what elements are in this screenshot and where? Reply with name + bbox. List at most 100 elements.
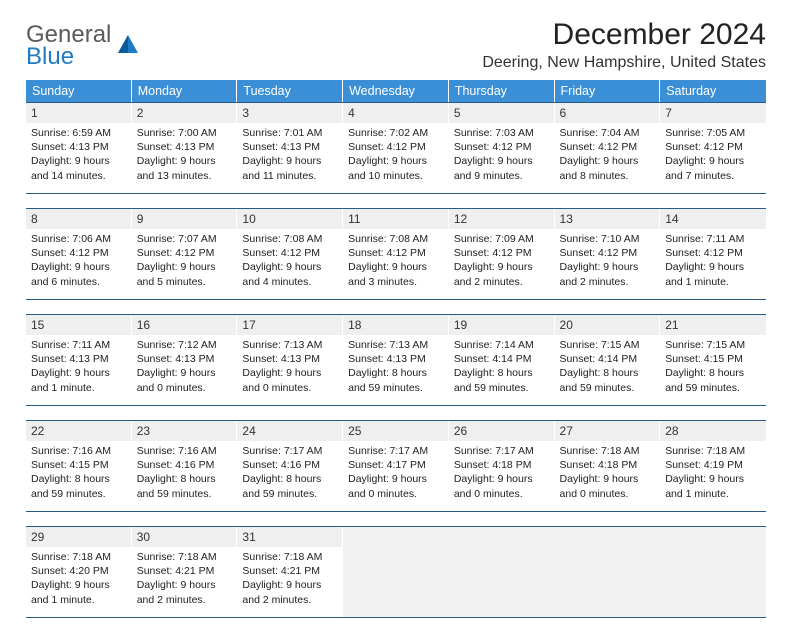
calendar-cell: 29Sunrise: 7:18 AMSunset: 4:20 PMDayligh…: [26, 526, 132, 618]
sunset-text: Sunset: 4:12 PM: [665, 246, 761, 260]
calendar-week: 22Sunrise: 7:16 AMSunset: 4:15 PMDayligh…: [26, 420, 766, 512]
daylight-text-2: and 14 minutes.: [31, 169, 127, 183]
calendar-cell: 26Sunrise: 7:17 AMSunset: 4:18 PMDayligh…: [449, 420, 555, 512]
day-number: 9: [132, 209, 238, 229]
day-number: 2: [132, 103, 238, 123]
sunrise-text: Sunrise: 7:05 AM: [665, 126, 761, 140]
daylight-text-2: and 11 minutes.: [242, 169, 338, 183]
daylight-text-1: Daylight: 9 hours: [137, 154, 233, 168]
daylight-text-2: and 4 minutes.: [242, 275, 338, 289]
sunrise-text: Sunrise: 7:07 AM: [137, 232, 233, 246]
day-number: 25: [343, 421, 449, 441]
daylight-text-1: Daylight: 8 hours: [31, 472, 127, 486]
day-info: Sunrise: 7:07 AMSunset: 4:12 PMDaylight:…: [132, 229, 238, 293]
day-number: 10: [237, 209, 343, 229]
sunset-text: Sunset: 4:16 PM: [137, 458, 233, 472]
day-info: Sunrise: 7:10 AMSunset: 4:12 PMDaylight:…: [555, 229, 661, 293]
sunrise-text: Sunrise: 7:03 AM: [454, 126, 550, 140]
sunrise-text: Sunrise: 7:18 AM: [31, 550, 127, 564]
calendar-cell: 5Sunrise: 7:03 AMSunset: 4:12 PMDaylight…: [449, 102, 555, 194]
calendar-cell: [343, 526, 449, 618]
day-info: Sunrise: 7:16 AMSunset: 4:16 PMDaylight:…: [132, 441, 238, 505]
daylight-text-2: and 9 minutes.: [454, 169, 550, 183]
daylight-text-1: Daylight: 9 hours: [31, 260, 127, 274]
sunset-text: Sunset: 4:12 PM: [560, 140, 656, 154]
day-info: Sunrise: 6:59 AMSunset: 4:13 PMDaylight:…: [26, 123, 132, 187]
week-gap: [26, 300, 766, 314]
calendar-cell: 21Sunrise: 7:15 AMSunset: 4:15 PMDayligh…: [660, 314, 766, 406]
daylight-text-1: Daylight: 9 hours: [454, 472, 550, 486]
day-number: 12: [449, 209, 555, 229]
day-info: Sunrise: 7:02 AMSunset: 4:12 PMDaylight:…: [343, 123, 449, 187]
sunset-text: Sunset: 4:20 PM: [31, 564, 127, 578]
week-gap: [26, 512, 766, 526]
sunrise-text: Sunrise: 7:18 AM: [242, 550, 338, 564]
calendar-cell: 20Sunrise: 7:15 AMSunset: 4:14 PMDayligh…: [555, 314, 661, 406]
sunset-text: Sunset: 4:13 PM: [242, 140, 338, 154]
daylight-text-1: Daylight: 9 hours: [665, 472, 761, 486]
day-number: 28: [660, 421, 766, 441]
calendar-cell: 22Sunrise: 7:16 AMSunset: 4:15 PMDayligh…: [26, 420, 132, 512]
day-info: Sunrise: 7:18 AMSunset: 4:19 PMDaylight:…: [660, 441, 766, 505]
day-info: Sunrise: 7:06 AMSunset: 4:12 PMDaylight:…: [26, 229, 132, 293]
sunset-text: Sunset: 4:12 PM: [560, 246, 656, 260]
day-info: Sunrise: 7:05 AMSunset: 4:12 PMDaylight:…: [660, 123, 766, 187]
calendar-cell: 1Sunrise: 6:59 AMSunset: 4:13 PMDaylight…: [26, 102, 132, 194]
sunrise-text: Sunrise: 7:18 AM: [665, 444, 761, 458]
calendar-cell: [555, 526, 661, 618]
sunrise-text: Sunrise: 7:18 AM: [560, 444, 656, 458]
calendar-cell: 19Sunrise: 7:14 AMSunset: 4:14 PMDayligh…: [449, 314, 555, 406]
daylight-text-2: and 6 minutes.: [31, 275, 127, 289]
sunset-text: Sunset: 4:16 PM: [242, 458, 338, 472]
sunset-text: Sunset: 4:12 PM: [242, 246, 338, 260]
daylight-text-2: and 0 minutes.: [454, 487, 550, 501]
day-header: Monday: [132, 80, 238, 102]
calendar-cell: 6Sunrise: 7:04 AMSunset: 4:12 PMDaylight…: [555, 102, 661, 194]
sunset-text: Sunset: 4:12 PM: [348, 246, 444, 260]
calendar-cell: 3Sunrise: 7:01 AMSunset: 4:13 PMDaylight…: [237, 102, 343, 194]
daylight-text-2: and 5 minutes.: [137, 275, 233, 289]
daylight-text-2: and 59 minutes.: [560, 381, 656, 395]
daylight-text-1: Daylight: 9 hours: [560, 154, 656, 168]
day-number: 19: [449, 315, 555, 335]
sunrise-text: Sunrise: 7:12 AM: [137, 338, 233, 352]
daylight-text-2: and 8 minutes.: [560, 169, 656, 183]
calendar-cell: 27Sunrise: 7:18 AMSunset: 4:18 PMDayligh…: [555, 420, 661, 512]
sunset-text: Sunset: 4:12 PM: [348, 140, 444, 154]
day-number: 27: [555, 421, 661, 441]
calendar-cell: [449, 526, 555, 618]
daylight-text-2: and 2 minutes.: [137, 593, 233, 607]
daylight-text-1: Daylight: 9 hours: [348, 472, 444, 486]
daylight-text-2: and 1 minute.: [665, 275, 761, 289]
sunrise-text: Sunrise: 7:13 AM: [348, 338, 444, 352]
day-number: 20: [555, 315, 661, 335]
daylight-text-1: Daylight: 8 hours: [560, 366, 656, 380]
day-info: Sunrise: 7:11 AMSunset: 4:12 PMDaylight:…: [660, 229, 766, 293]
day-header: Saturday: [660, 80, 766, 102]
daylight-text-2: and 0 minutes.: [348, 487, 444, 501]
day-header: Friday: [555, 80, 661, 102]
sunrise-text: Sunrise: 7:13 AM: [242, 338, 338, 352]
sunset-text: Sunset: 4:14 PM: [454, 352, 550, 366]
week-gap: [26, 406, 766, 420]
day-number: 7: [660, 103, 766, 123]
daylight-text-2: and 1 minute.: [31, 381, 127, 395]
day-info: Sunrise: 7:03 AMSunset: 4:12 PMDaylight:…: [449, 123, 555, 187]
sunset-text: Sunset: 4:13 PM: [137, 140, 233, 154]
calendar-cell: 4Sunrise: 7:02 AMSunset: 4:12 PMDaylight…: [343, 102, 449, 194]
calendar-cell: 2Sunrise: 7:00 AMSunset: 4:13 PMDaylight…: [132, 102, 238, 194]
daylight-text-2: and 59 minutes.: [137, 487, 233, 501]
day-info: Sunrise: 7:17 AMSunset: 4:18 PMDaylight:…: [449, 441, 555, 505]
sunrise-text: Sunrise: 7:02 AM: [348, 126, 444, 140]
day-info: Sunrise: 7:18 AMSunset: 4:21 PMDaylight:…: [132, 547, 238, 611]
daylight-text-2: and 0 minutes.: [242, 381, 338, 395]
day-info: Sunrise: 7:18 AMSunset: 4:18 PMDaylight:…: [555, 441, 661, 505]
day-info: Sunrise: 7:11 AMSunset: 4:13 PMDaylight:…: [26, 335, 132, 399]
calendar-table: SundayMondayTuesdayWednesdayThursdayFrid…: [26, 80, 766, 618]
day-info: Sunrise: 7:17 AMSunset: 4:16 PMDaylight:…: [237, 441, 343, 505]
daylight-text-2: and 59 minutes.: [348, 381, 444, 395]
day-header: Sunday: [26, 80, 132, 102]
calendar-cell: 18Sunrise: 7:13 AMSunset: 4:13 PMDayligh…: [343, 314, 449, 406]
sunset-text: Sunset: 4:21 PM: [242, 564, 338, 578]
daylight-text-1: Daylight: 9 hours: [242, 578, 338, 592]
